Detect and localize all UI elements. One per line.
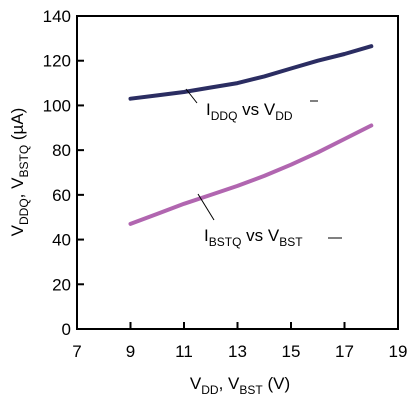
x-tick-label: 7 (72, 342, 81, 361)
y-tick-label: 0 (62, 320, 71, 339)
ylabel-sub1: DDQ (17, 198, 31, 225)
x-axis-ticks: 7 9 11 13 15 17 19 (72, 322, 407, 361)
ylabel-main: V (8, 224, 27, 236)
series-lines (128, 44, 374, 226)
xlabel-sub2: BST (239, 383, 263, 397)
y-tick-label: 80 (52, 141, 71, 160)
anno-ibstq-mid: vs V (241, 226, 279, 245)
anno-ibstq-sub2: BST (279, 235, 303, 249)
x-tick-label: 19 (389, 342, 408, 361)
series-annotation-ibstq: IBSTQ vs VBST (204, 226, 303, 249)
plot-frame (76, 15, 399, 330)
y-tick-label: 40 (52, 231, 71, 250)
ylabel-sep: , V (8, 177, 27, 198)
xlabel-sub1: DD (201, 383, 219, 397)
y-axis-ticks: 0 20 40 60 80 100 120 140 (43, 7, 84, 339)
x-tick-label: 13 (228, 342, 247, 361)
anno-iddq-mid: vs V (237, 100, 275, 119)
y-tick-label: 20 (52, 275, 71, 294)
xlabel-sep: , V (219, 374, 240, 393)
y-tick-label: 60 (52, 186, 71, 205)
series-line-1 (128, 123, 374, 226)
leader-ibstq (197, 193, 215, 221)
x-tick-label: 11 (175, 342, 193, 361)
anno-iddq-sub1: DDQ (211, 109, 238, 123)
annotation-leaders (185, 88, 342, 239)
anno-iddq-main: I (206, 100, 211, 119)
series-line-0 (128, 44, 374, 101)
x-tick-label: 9 (126, 342, 135, 361)
ylabel-rest: (µA) (8, 108, 27, 145)
y-tick-label: 100 (43, 96, 71, 115)
xlabel-main: V (190, 374, 202, 393)
xlabel-rest: (V) (263, 374, 290, 393)
ylabel-sub2: BSTQ (17, 145, 31, 178)
x-axis-label: VDD, VBST (V) (190, 374, 290, 397)
anno-iddq-sub2: DD (275, 109, 293, 123)
y-tick-label: 140 (43, 7, 71, 26)
series-annotation-iddq: IDDQ vs VDD (206, 100, 293, 123)
y-tick-label: 120 (43, 52, 71, 71)
anno-ibstq-sub1: BSTQ (209, 235, 242, 249)
y-axis-label: VDDQ, VBSTQ (µA) (8, 108, 31, 237)
x-tick-label: 15 (282, 342, 301, 361)
anno-ibstq-main: I (204, 226, 209, 245)
leader-iddq (185, 88, 198, 104)
x-tick-label: 17 (335, 342, 354, 361)
